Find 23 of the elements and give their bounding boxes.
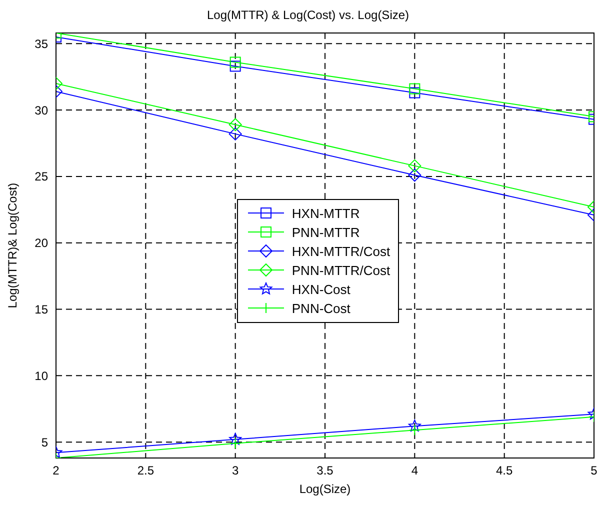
y-tick-label: 20 [34, 236, 48, 250]
y-tick-label: 15 [34, 302, 48, 317]
legend-label: HXN-Cost [292, 282, 350, 296]
y-tick-label: 30 [34, 103, 48, 118]
legend-label: PNN-MTTR/Cost [292, 262, 390, 278]
legend-label: HXN-MTTR [292, 206, 360, 220]
y-axis-title: Log(MTTR)& Log(Cost) [5, 182, 20, 308]
legend-label: PNN-MTTR [292, 224, 360, 240]
x-tick-label: 3 [232, 464, 239, 478]
x-tick-label: 4.5 [496, 464, 513, 478]
y-tick-label: 10 [34, 368, 48, 383]
chart-title: Log(MTTR) & Log(Cost) vs. Log(Size) [206, 8, 410, 22]
legend-label: PNN-Cost [292, 300, 350, 316]
x-axis-title: Log(Size) [299, 482, 351, 496]
legend-label: HXN-MTTR/Cost [292, 244, 390, 258]
x-tick-label: 3.5 [316, 464, 334, 478]
x-tick-label: 4 [411, 464, 418, 478]
y-tick-label: 25 [34, 170, 48, 184]
x-tick-label: 2.5 [137, 464, 154, 478]
x-tick-label: 2 [52, 464, 60, 478]
y-tick-label: 35 [34, 36, 48, 51]
y-tick-label: 5 [41, 435, 48, 450]
x-tick-label: 5 [590, 464, 598, 478]
